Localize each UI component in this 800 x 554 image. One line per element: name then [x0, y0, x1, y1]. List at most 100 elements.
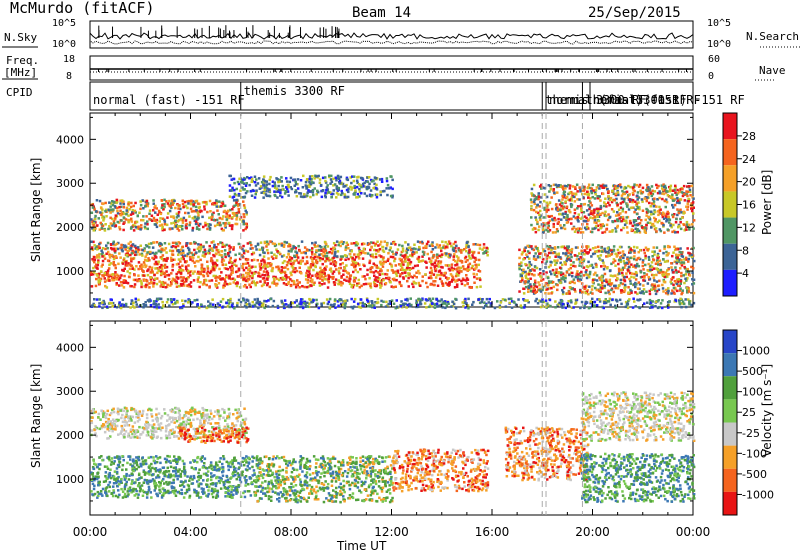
data-cell — [521, 271, 524, 275]
data-cell — [564, 274, 567, 277]
data-cell — [482, 246, 486, 249]
data-cell — [107, 227, 110, 231]
data-cell — [692, 197, 695, 200]
data-cell — [182, 277, 185, 280]
data-cell — [673, 260, 677, 263]
data-cell — [604, 203, 607, 206]
data-cell — [163, 275, 167, 278]
data-cell — [231, 186, 234, 190]
data-cell — [148, 246, 151, 249]
data-cell — [678, 190, 681, 194]
data-cell — [573, 288, 576, 291]
data-cell — [153, 262, 157, 266]
data-cell — [579, 217, 583, 220]
data-cell — [524, 274, 527, 278]
data-cell — [592, 189, 595, 192]
data-cell — [213, 254, 216, 258]
data-cell — [368, 276, 371, 280]
data-cell — [417, 248, 420, 251]
data-cell — [662, 217, 666, 220]
data-cell — [266, 187, 269, 190]
data-cell — [573, 200, 577, 203]
data-cell — [690, 255, 694, 258]
data-cell — [127, 262, 130, 265]
data-cell — [455, 268, 458, 271]
data-cell — [115, 278, 118, 281]
data-cell — [411, 266, 415, 270]
data-cell — [404, 256, 408, 259]
data-cell — [676, 230, 679, 234]
data-cell — [340, 275, 343, 278]
data-cell — [601, 281, 604, 284]
data-cell — [591, 280, 595, 284]
data-cell — [122, 212, 126, 215]
data-cell — [148, 209, 152, 212]
data-cell — [343, 193, 346, 196]
data-cell — [526, 277, 530, 281]
data-cell — [642, 279, 645, 282]
data-cell — [472, 272, 475, 276]
data-cell — [325, 298, 329, 301]
data-cell — [99, 211, 102, 214]
data-cell — [391, 196, 394, 199]
data-cell — [334, 250, 337, 254]
data-cell — [628, 219, 632, 223]
data-cell — [615, 197, 618, 201]
data-cell — [182, 251, 185, 255]
data-cell — [110, 276, 114, 279]
data-cell — [608, 204, 611, 207]
data-cell — [577, 258, 581, 261]
data-cell — [412, 285, 415, 289]
data-cell — [655, 205, 658, 208]
data-cell — [174, 282, 178, 285]
data-cell — [595, 279, 599, 282]
data-cell — [581, 258, 584, 262]
data-cell — [309, 276, 312, 280]
data-cell — [690, 202, 693, 205]
data-cell — [111, 278, 114, 282]
data-cell — [332, 177, 335, 181]
data-cell — [665, 200, 669, 204]
data-cell — [215, 275, 218, 279]
data-cell — [581, 285, 585, 289]
data-cell — [246, 190, 249, 193]
data-cell — [104, 247, 107, 251]
data-cell — [300, 251, 303, 255]
data-cell — [166, 202, 170, 205]
data-cell — [130, 220, 134, 223]
data-cell — [583, 253, 586, 256]
data-cell — [614, 274, 617, 277]
data-cell — [580, 249, 583, 253]
data-cell — [330, 192, 333, 195]
data-cell — [244, 227, 247, 231]
data-cell — [575, 228, 578, 231]
data-cell — [255, 189, 258, 192]
data-cell — [572, 195, 575, 198]
data-cell — [190, 270, 193, 273]
data-cell — [483, 251, 486, 254]
data-cell — [371, 254, 374, 258]
data-cell — [568, 199, 572, 202]
data-cell — [183, 280, 186, 284]
data-cell — [121, 298, 125, 301]
data-cell — [671, 199, 675, 202]
data-cell — [419, 284, 422, 287]
data-cell — [559, 273, 563, 277]
data-cell — [193, 261, 196, 264]
data-cell — [305, 255, 309, 259]
data-cell — [203, 208, 206, 211]
data-cell — [197, 224, 201, 227]
data-cell — [357, 255, 360, 258]
data-cell — [559, 257, 563, 260]
data-cell — [204, 224, 207, 227]
data-cell — [203, 248, 207, 252]
data-cell — [433, 261, 437, 265]
data-cell — [450, 244, 453, 248]
data-cell — [130, 285, 133, 288]
data-cell — [288, 180, 292, 184]
data-cell — [641, 226, 644, 229]
data-cell — [534, 227, 537, 230]
data-cell — [438, 269, 442, 272]
data-cell — [241, 274, 244, 277]
data-cell — [263, 179, 267, 183]
